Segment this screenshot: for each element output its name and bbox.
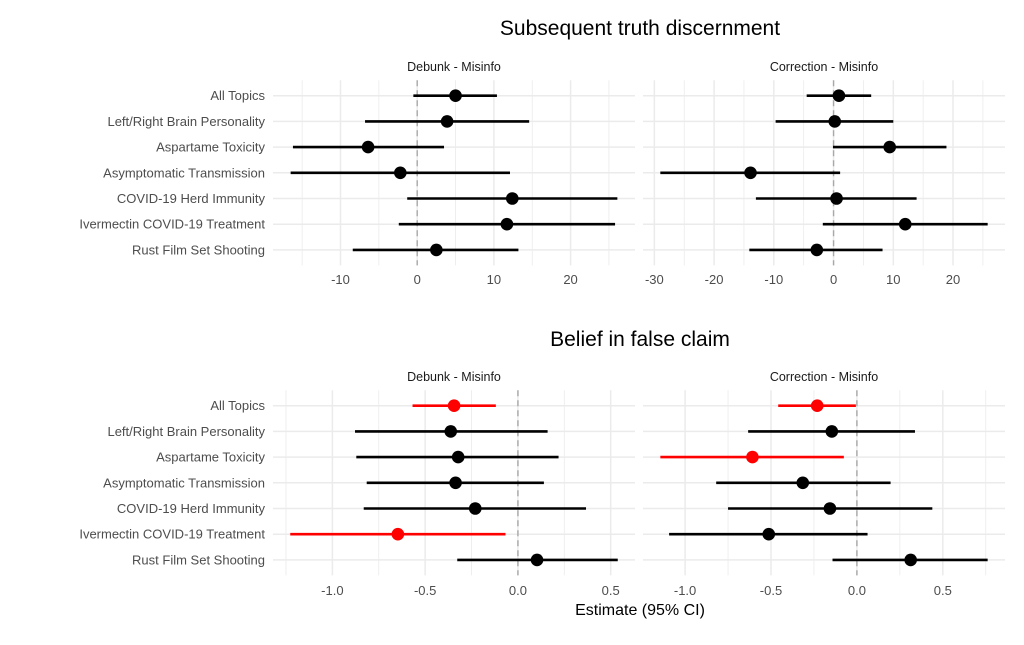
point-estimate: [361, 140, 375, 154]
x-axis-label: Estimate (95% CI): [575, 602, 705, 619]
x-tick-label: 0.0: [509, 583, 527, 598]
y-category-label: Aspartame Toxicity: [156, 450, 265, 465]
point-estimate: [810, 243, 824, 257]
x-tick-label: 10: [886, 272, 900, 287]
panel-3: Correction - Misinfo -1.0 -0.5 0.0 0.5: [643, 370, 1005, 598]
facet-strip-title: Debunk - Misinfo: [407, 370, 501, 384]
point-estimate: [883, 140, 897, 154]
y-category-label: All Topics: [210, 88, 265, 103]
x-tick-label: 10: [487, 272, 501, 287]
x-tick-label: 0.5: [934, 583, 952, 598]
group-title-truth-discernment: Subsequent truth discernment: [500, 17, 780, 40]
point-estimate: [505, 192, 519, 205]
point-estimate: [530, 553, 544, 567]
x-tick-label: 0.5: [602, 583, 620, 598]
facet-strip-title: Correction - Misinfo: [770, 60, 878, 74]
x-tick-label: -1.0: [674, 583, 696, 598]
point-estimate: [832, 89, 846, 102]
y-category-label: COVID-19 Herd Immunity: [117, 501, 266, 516]
x-tick-label: 0.0: [848, 583, 866, 598]
point-estimate: [391, 527, 405, 541]
x-tick-label: 0: [830, 272, 837, 287]
x-tick-label: -0.5: [760, 583, 782, 598]
point-estimate: [394, 166, 407, 180]
y-category-label: Aspartame Toxicity: [156, 140, 265, 155]
point-estimate: [830, 192, 843, 205]
x-tick-label: -10: [764, 272, 783, 287]
x-tick-label: -0.5: [414, 583, 436, 598]
panel-2: Debunk - Misinfo -1.0 -0.5 0.0 0.5 All Topics…: [79, 370, 635, 598]
y-category-label: Left/Right Brain Personality: [107, 424, 265, 439]
point-estimate: [500, 217, 514, 231]
y-category-label: Rust Film Set Shooting: [132, 242, 265, 257]
point-estimate: [451, 450, 465, 464]
y-category-label: COVID-19 Herd Immunity: [117, 191, 266, 206]
point-estimate: [828, 115, 842, 128]
y-category-label: Ivermectin COVID-19 Treatment: [79, 217, 265, 232]
y-category-label: Left/Right Brain Personality: [107, 114, 265, 129]
point-estimate: [449, 89, 462, 102]
panel-1: Correction - Misinfo -30 -20 -10 0 10 20: [643, 60, 1005, 287]
point-estimate: [823, 502, 837, 515]
point-estimate: [898, 217, 912, 231]
x-tick-label: -20: [705, 272, 724, 287]
facet-strip-title: Debunk - Misinfo: [407, 60, 501, 74]
point-estimate: [430, 243, 443, 257]
point-estimate: [468, 502, 482, 515]
y-category-label: Rust Film Set Shooting: [132, 552, 265, 567]
x-tick-label: 20: [563, 272, 577, 287]
panel-0: Debunk - Misinfo -10 0 10 20 All Topics Left/R…: [79, 60, 635, 287]
x-tick-label: -30: [645, 272, 664, 287]
x-tick-label: 20: [946, 272, 960, 287]
x-tick-label: -10: [331, 272, 350, 287]
point-estimate: [447, 399, 461, 413]
point-estimate: [444, 425, 458, 438]
y-category-label: Ivermectin COVID-19 Treatment: [79, 527, 265, 542]
y-category-label: Asymptomatic Transmission: [103, 165, 265, 180]
point-estimate: [746, 450, 759, 464]
x-tick-label: -1.0: [321, 583, 343, 598]
point-estimate: [904, 553, 917, 567]
y-category-label: All Topics: [210, 398, 265, 413]
facet-strip-title: Correction - Misinfo: [770, 370, 878, 384]
point-estimate: [796, 476, 810, 490]
point-estimate: [440, 115, 454, 128]
y-category-label: Asymptomatic Transmission: [103, 475, 265, 490]
point-estimate: [825, 425, 839, 438]
group-title-belief-false-claim: Belief in false claim: [550, 328, 730, 351]
point-estimate: [449, 476, 462, 490]
x-tick-label: 0: [414, 272, 421, 287]
point-estimate: [744, 166, 757, 180]
point-estimate: [762, 527, 776, 541]
point-estimate: [810, 399, 824, 413]
